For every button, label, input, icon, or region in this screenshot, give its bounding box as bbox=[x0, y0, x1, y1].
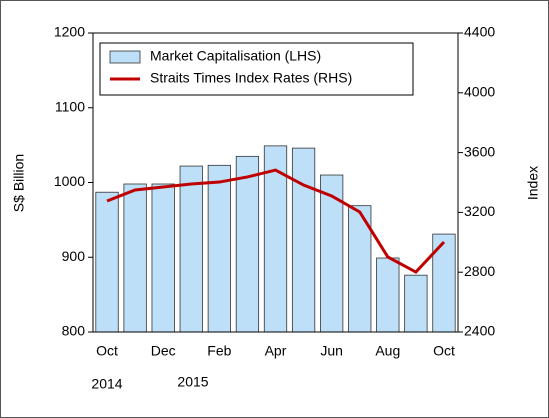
y2-tick-label: 2800 bbox=[464, 263, 495, 279]
y2-tick-label: 4400 bbox=[464, 24, 495, 40]
y-axis-label: S$ Billion bbox=[11, 154, 27, 212]
bar bbox=[320, 174, 344, 333]
bar bbox=[291, 147, 316, 333]
line bbox=[106, 168, 446, 274]
legend-label: Straits Times Index Rates (RHS) bbox=[150, 70, 352, 86]
year-label: 2015 bbox=[177, 374, 208, 390]
bar bbox=[179, 165, 203, 333]
x-tick-label: Dec bbox=[151, 343, 176, 359]
legend-box bbox=[99, 42, 414, 96]
year-label: 2014 bbox=[91, 376, 122, 392]
x-tick-label: Feb bbox=[207, 343, 231, 359]
x-tick-label: Oct bbox=[433, 343, 455, 359]
bar bbox=[207, 164, 231, 333]
bar bbox=[123, 183, 147, 333]
x-tick-label: Jun bbox=[320, 343, 343, 359]
y2-tick-label: 4000 bbox=[464, 84, 495, 100]
y-tick-label: 900 bbox=[62, 248, 86, 264]
y2-tick-label: 3200 bbox=[464, 203, 495, 219]
x-tick-label: Oct bbox=[96, 343, 118, 359]
y2-axis-label: Index bbox=[525, 166, 541, 200]
y-tick-label: 800 bbox=[62, 323, 86, 339]
y2-tick-label: 2400 bbox=[464, 323, 495, 339]
legend-swatch bbox=[109, 50, 141, 64]
bar bbox=[151, 183, 175, 333]
bar bbox=[235, 155, 260, 333]
x-tick-label: Aug bbox=[375, 343, 400, 359]
bar bbox=[404, 274, 428, 333]
y-tick-label: 1200 bbox=[54, 24, 85, 40]
y-tick-label: 1100 bbox=[55, 98, 85, 114]
legend-label: Market Capitalisation (LHS) bbox=[150, 48, 321, 64]
y2-tick-label: 3600 bbox=[464, 143, 495, 159]
bar bbox=[376, 257, 400, 333]
bar bbox=[95, 191, 119, 333]
y-tick-label: 1000 bbox=[54, 173, 85, 189]
x-tick-label: Apr bbox=[265, 343, 287, 359]
